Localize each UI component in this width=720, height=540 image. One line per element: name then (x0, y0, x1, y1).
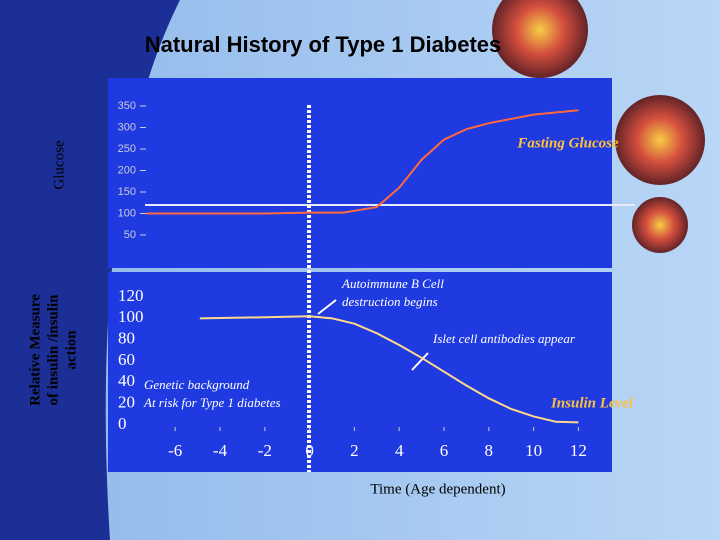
x-tick-label: 4 (395, 441, 404, 460)
y-tick-label: 80 (118, 329, 135, 348)
y-tick-label: 60 (118, 350, 135, 369)
y-axis-label: of insulin /insulin (45, 294, 61, 406)
annotation: Islet cell antibodies appear (432, 331, 576, 346)
x-tick-label: 8 (485, 441, 494, 460)
x-tick-label: 2 (350, 441, 359, 460)
series-label: Fasting Glucose (516, 135, 619, 151)
x-axis-label: Time (Age dependent) (370, 481, 505, 497)
annotation: At risk for Type 1 diabetes (143, 395, 281, 410)
series-label: Insulin Level (550, 395, 634, 411)
arrow (317, 299, 337, 315)
annotation: Genetic background (144, 377, 250, 392)
x-tick-label: 10 (525, 441, 542, 460)
y-axis-label: Glucose (51, 140, 67, 189)
y-tick-label: 0 (118, 414, 127, 433)
y-tick-label: 120 (118, 286, 144, 305)
y-tick-label: 250 (118, 143, 136, 155)
data-line (146, 109, 579, 215)
decor (615, 95, 705, 185)
y-axis-label: Relative Measure (27, 294, 43, 406)
plot-bottom (108, 272, 612, 472)
y-tick-label: 50 (124, 229, 136, 241)
x-tick-label: -2 (258, 441, 272, 460)
y-tick-label: 100 (118, 307, 144, 326)
y-tick-label: 100 (118, 207, 136, 219)
x-tick-label: -6 (168, 441, 182, 460)
y-tick-label: 200 (118, 164, 136, 176)
left-band (0, 0, 180, 540)
y-tick-label: 20 (118, 393, 135, 412)
annotation: destruction begins (342, 294, 438, 309)
x-tick-label: 0 (305, 441, 314, 460)
y-tick-label: 350 (118, 100, 136, 112)
x-tick-label: 12 (570, 441, 587, 460)
y-tick-label: 40 (118, 371, 135, 390)
x-tick-label: -4 (213, 441, 228, 460)
y-tick-label: 300 (118, 121, 136, 133)
plot-top (108, 78, 612, 268)
y-tick-label: 150 (118, 186, 136, 198)
annotation: Autoimmune B Cell (341, 276, 444, 291)
arrow (411, 352, 429, 371)
y-axis-label: action (63, 330, 79, 370)
chart-title: Natural History of Type 1 Diabetes (145, 32, 502, 57)
decor (492, 0, 588, 78)
decor (632, 197, 688, 253)
data-line (199, 315, 579, 424)
x-tick-label: 6 (440, 441, 449, 460)
